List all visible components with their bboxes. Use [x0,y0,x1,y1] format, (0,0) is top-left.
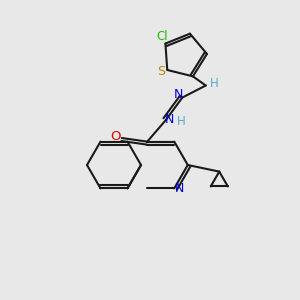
Text: H: H [176,115,185,128]
Text: H: H [210,77,218,90]
Text: O: O [110,130,120,143]
Text: N: N [175,182,184,196]
Text: N: N [165,113,174,126]
Text: S: S [157,65,165,78]
Text: N: N [174,88,184,101]
Text: Cl: Cl [157,31,168,44]
